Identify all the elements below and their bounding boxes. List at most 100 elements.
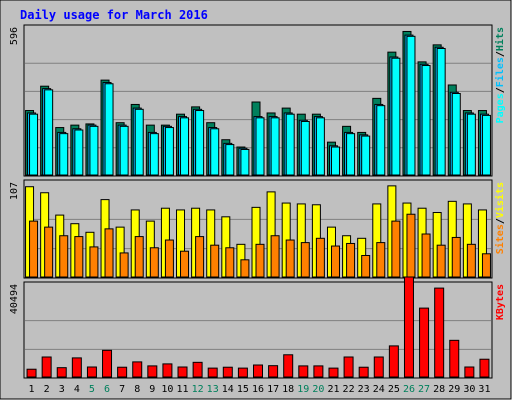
bar-pages [119,125,129,176]
bar-pages [74,129,84,176]
bar-pages [180,117,190,176]
day-label: 16 [252,384,264,395]
bar-pages [391,57,401,176]
day-label: 2 [44,384,50,395]
day-label: 28 [433,384,445,395]
day-label: 4 [74,384,80,395]
bar-kbytes [479,358,490,378]
day-label: 14 [222,384,234,395]
plot-area-kbytes [23,281,493,379]
bar-kbytes [147,365,158,378]
day-label: 17 [267,384,279,395]
bar-sites [240,259,250,278]
bar-pages [240,148,250,176]
bar-sites [361,255,371,278]
bar-pages [89,125,99,176]
bar-kbytes [207,367,218,378]
bar-kbytes [358,366,369,378]
legend-entry: KBytes [495,284,506,320]
bar-pages [195,110,205,176]
bar-sites [29,220,39,278]
legend-entry: / [495,87,506,93]
bar-sites [44,226,54,278]
day-label: 21 [327,384,339,395]
bar-pages [104,83,114,176]
bar-kbytes [388,345,399,378]
bar-pages [134,108,144,176]
bar-kbytes [298,365,309,378]
chart-title: Daily usage for March 2016 [20,8,208,22]
bar-sites [346,242,356,278]
day-label: 3 [59,384,65,395]
bar-sites [59,235,69,278]
bar-pages [315,117,325,176]
legend-entry: Visits [494,182,506,218]
panel-kbytes: 40494 KBytes [9,276,506,379]
bar-sites [330,245,340,278]
bar-pages [59,133,69,176]
day-label: 24 [373,384,385,395]
day-label: 1 [29,384,35,395]
bar-kbytes [162,363,173,378]
bar-kbytes [464,366,475,378]
bar-kbytes [86,366,97,378]
bar-kbytes [237,367,248,378]
day-label: 9 [149,384,155,395]
series-kbytes [26,276,490,378]
bar-sites [255,243,265,278]
legend-entry: Hits [494,27,506,51]
bar-kbytes [56,367,67,378]
day-label: 12 [192,384,204,395]
bar-kbytes [328,367,339,378]
bar-kbytes [434,287,445,378]
bar-sites [164,239,174,278]
y-max-label-visits-sites: 107 [9,182,20,200]
y-max-label-kbytes: 40494 [9,284,20,314]
bar-kbytes [313,365,324,378]
legend-kbytes: KBytes [495,284,506,320]
day-label: 15 [237,384,249,395]
bar-pages [421,65,431,176]
day-label: 22 [343,384,355,395]
bar-kbytes [177,366,188,378]
bar-sites [466,243,476,278]
bar-sites [180,250,190,278]
day-label: 29 [448,384,460,395]
bar-pages [330,146,340,176]
legend-entry: / [495,218,506,224]
bar-kbytes [26,368,37,378]
bar-kbytes [373,356,384,378]
bar-sites [481,253,491,278]
bar-kbytes [343,356,354,378]
bar-kbytes [253,364,263,378]
legend-entry: / [495,51,506,57]
bar-kbytes [403,276,414,378]
bar-sites [134,236,144,278]
bar-sites [376,242,386,278]
bar-kbytes [132,361,143,378]
bar-sites [406,213,416,278]
day-label: 5 [89,384,95,395]
series-sites [29,213,491,278]
bar-sites [285,239,295,278]
bar-kbytes [102,349,113,378]
bar-pages [210,128,220,176]
day-label: 25 [388,384,400,395]
bar-kbytes [41,356,52,378]
bar-pages [376,105,386,176]
bar-kbytes [117,366,128,378]
bar-sites [436,244,446,278]
bar-pages [29,113,39,176]
day-label: 20 [312,384,324,395]
day-label: 19 [297,384,309,395]
bar-sites [104,228,114,278]
bar-pages [481,114,491,176]
bar-sites [195,236,205,278]
bar-sites [74,236,84,278]
day-label: 7 [119,384,125,395]
day-label: 30 [463,384,475,395]
bar-sites [315,237,325,278]
panel-visits-sites: 107 Sites/Visits [9,179,506,279]
bar-sites [225,247,235,278]
